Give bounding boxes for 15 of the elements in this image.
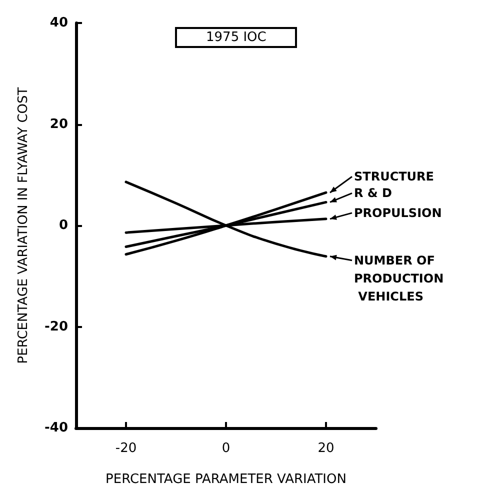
y-tick-label: 20 <box>50 116 68 132</box>
y-tick-label: -40 <box>44 420 68 436</box>
legend-label: R & D <box>354 186 392 200</box>
legend-label: PROPULSION <box>354 206 442 220</box>
y-axis-title: PERCENTAGE VARIATION IN FLYAWAY COST <box>16 87 31 364</box>
y-tick-label: 40 <box>50 16 68 30</box>
x-axis-title: PERCENTAGE PARAMETER VARIATION <box>106 472 346 487</box>
x-tick-label: -20 <box>115 441 137 456</box>
x-tick-label: 20 <box>318 441 334 456</box>
text: 1975 IOC <box>206 30 266 45</box>
x-tick-label: 0 <box>222 441 230 456</box>
legend-label: NUMBER OF PRODUCTION VEHICLES <box>354 253 444 304</box>
legend-label: STRUCTURE <box>354 170 434 184</box>
y-tick-label: -20 <box>44 319 68 334</box>
y-tick-label: 0 <box>58 218 68 233</box>
